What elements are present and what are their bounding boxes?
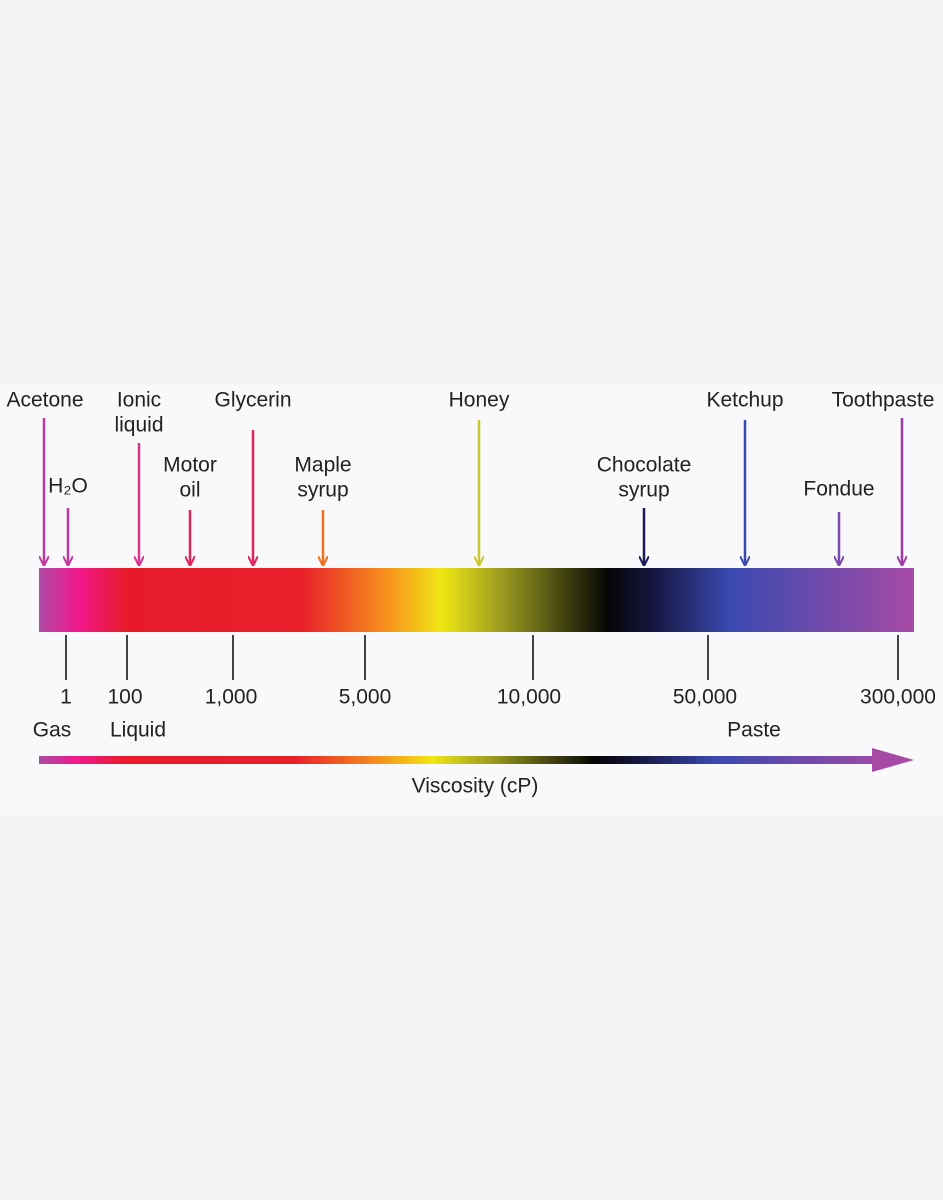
viscosity-bar — [39, 568, 914, 632]
substance-label: syrup — [618, 479, 669, 502]
substance-label: H₂O — [48, 475, 88, 498]
tick-label: 5,000 — [339, 686, 392, 709]
axis-arrowhead — [872, 748, 914, 772]
tick-label: 1,000 — [205, 686, 258, 709]
axis-arrow-shaft — [39, 756, 894, 764]
axis-title: Viscosity (cP) — [412, 775, 539, 798]
phase-label: Paste — [727, 719, 781, 742]
substance-label: syrup — [297, 479, 348, 502]
substance-label: Maple — [294, 454, 351, 477]
substance-label: Toothpaste — [832, 389, 935, 412]
substance-label: Fondue — [803, 478, 874, 501]
tick-label: 1 — [60, 686, 72, 709]
phase-label: Gas — [33, 719, 72, 742]
substance-label: Glycerin — [214, 389, 291, 412]
substance-label: Acetone — [6, 389, 83, 412]
substance-label: Ketchup — [706, 389, 783, 412]
tick-label: 300,000 — [860, 686, 936, 709]
substance-label: liquid — [114, 414, 163, 437]
substance-label: Honey — [449, 389, 510, 412]
substance-label: oil — [179, 479, 200, 502]
substance-label: Chocolate — [597, 454, 692, 477]
phase-label: Liquid — [110, 719, 166, 742]
tick-label: 10,000 — [497, 686, 561, 709]
substance-label: Ionic — [117, 389, 161, 412]
substance-label: Motor — [163, 454, 217, 477]
tick-label: 50,000 — [673, 686, 737, 709]
tick-label: 100 — [107, 686, 142, 709]
